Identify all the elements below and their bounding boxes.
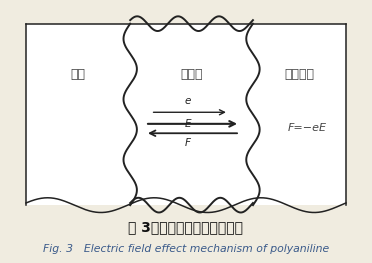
Bar: [26, 24, 346, 205]
Text: F=−eE: F=−eE: [288, 123, 326, 133]
Text: 聚苯胺: 聚苯胺: [180, 68, 203, 81]
Text: F: F: [185, 138, 191, 148]
Text: 氧化物质: 氧化物质: [285, 68, 314, 81]
Text: Fig. 3 Electric field effect mechanism of polyaniline: Fig. 3 Electric field effect mechanism o…: [43, 244, 329, 254]
Text: e: e: [185, 97, 191, 107]
Text: 图 3　聚苯胺的电场作用机理: 图 3 聚苯胺的电场作用机理: [128, 220, 244, 235]
Text: E: E: [185, 119, 191, 129]
Text: 金属: 金属: [71, 68, 86, 81]
